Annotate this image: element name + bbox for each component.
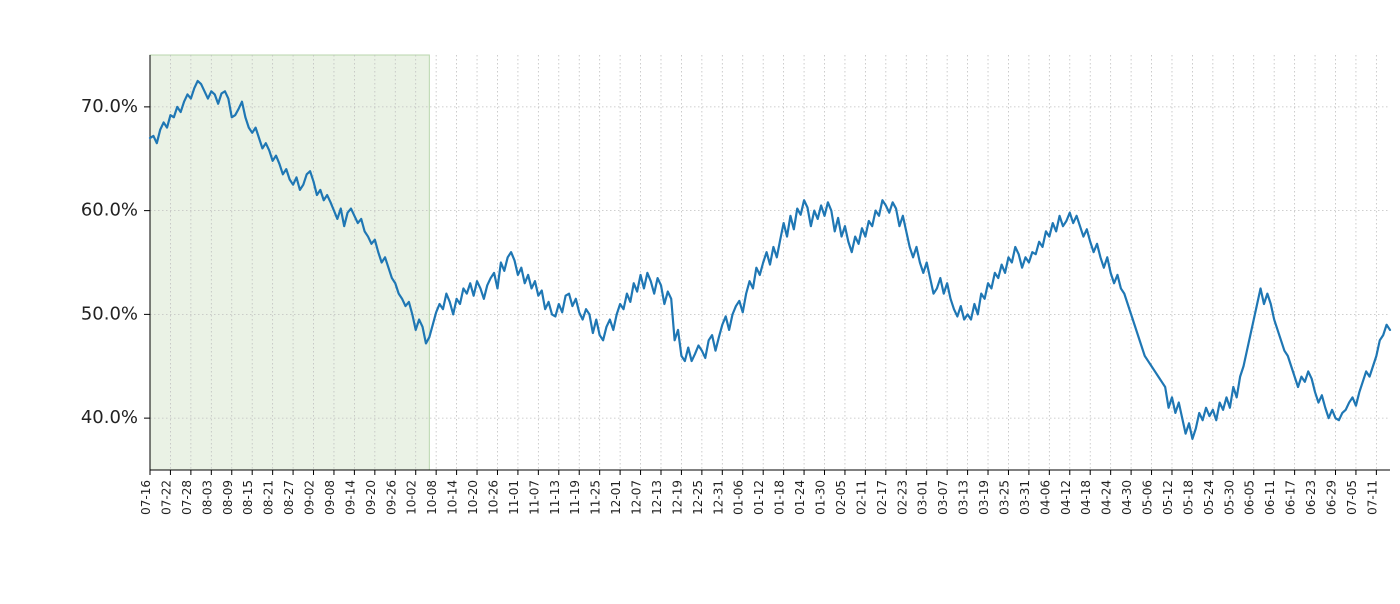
x-tick-label: 02-23	[895, 480, 909, 515]
x-tick-label: 01-06	[732, 480, 746, 515]
x-tick-label: 06-11	[1263, 480, 1277, 515]
x-tick-label: 06-23	[1304, 480, 1318, 515]
x-tick-label: 03-19	[977, 480, 991, 515]
x-tick-label: 05-06	[1141, 480, 1155, 515]
x-tick-label: 11-25	[589, 480, 603, 515]
y-tick-label: 50.0%	[81, 303, 138, 324]
x-tick-label: 11-01	[507, 480, 521, 515]
x-tick-label: 10-02	[405, 480, 419, 515]
x-tick-label: 02-11	[854, 480, 868, 515]
x-tick-label: 12-01	[609, 480, 623, 515]
x-tick-label: 06-05	[1243, 480, 1257, 515]
x-tick-label: 04-18	[1079, 480, 1093, 515]
x-tick-label: 06-17	[1284, 480, 1298, 515]
x-tick-label: 01-18	[773, 480, 787, 515]
x-tick-label: 07-16	[139, 480, 153, 515]
x-tick-label: 08-09	[221, 480, 235, 515]
x-tick-label: 07-28	[180, 480, 194, 515]
x-tick-label: 05-24	[1202, 480, 1216, 515]
x-tick-label: 04-06	[1038, 480, 1052, 515]
x-tick-label: 03-01	[916, 480, 930, 515]
x-tick-label: 07-22	[159, 480, 173, 515]
x-tick-label: 05-30	[1222, 480, 1236, 515]
y-tick-label: 60.0%	[81, 200, 138, 221]
x-tick-label: 07-05	[1345, 480, 1359, 515]
x-tick-label: 04-24	[1100, 480, 1114, 515]
x-tick-label: 04-12	[1059, 480, 1073, 515]
x-tick-label: 01-12	[752, 480, 766, 515]
x-tick-label: 10-08	[425, 480, 439, 515]
trend-chart: 40.0% 50.0% 60.0% 70.0% 07-16 07-22 07-28 08-03…	[0, 0, 1400, 600]
x-tick-label: 01-24	[793, 480, 807, 515]
x-tick-label: 11-19	[568, 480, 582, 515]
x-tick-label: 08-21	[262, 480, 276, 515]
x-tick-label: 08-15	[241, 480, 255, 515]
x-tick-label: 02-05	[834, 480, 848, 515]
x-tick-label: 09-26	[384, 480, 398, 515]
x-tick-label: 03-31	[1018, 480, 1032, 515]
x-tick-label: 10-14	[446, 480, 460, 515]
x-tick-label: 02-17	[875, 480, 889, 515]
x-tick-label: 07-11	[1365, 480, 1379, 515]
x-tick-label: 11-13	[548, 480, 562, 515]
x-tick-label: 09-20	[364, 480, 378, 515]
y-tick-label: 40.0%	[81, 407, 138, 428]
x-tick-label: 09-08	[323, 480, 337, 515]
x-tick-label: 01-30	[814, 480, 828, 515]
x-tick-label: 09-02	[303, 480, 317, 515]
x-tick-label: 05-12	[1161, 480, 1175, 515]
x-tick-label: 06-29	[1324, 480, 1338, 515]
x-tick-label: 12-31	[711, 480, 725, 515]
x-tick-label: 12-13	[650, 480, 664, 515]
x-tick-label: 05-18	[1181, 480, 1195, 515]
x-tick-label: 08-27	[282, 480, 296, 515]
x-tick-label: 12-25	[691, 480, 705, 515]
x-tick-label: 09-14	[343, 480, 357, 515]
y-tick-label: 70.0%	[81, 96, 138, 117]
chart-svg: 40.0% 50.0% 60.0% 70.0% 07-16 07-22 07-28 08-03…	[0, 0, 1400, 600]
x-tick-label: 12-19	[670, 480, 684, 515]
x-tick-label: 10-26	[486, 480, 500, 515]
x-tick-label: 04-30	[1120, 480, 1134, 515]
x-tick-label: 10-20	[466, 480, 480, 515]
x-tick-label: 11-07	[527, 480, 541, 515]
x-tick-label: 03-07	[936, 480, 950, 515]
x-tick-label: 03-13	[957, 480, 971, 515]
x-tick-label: 03-25	[997, 480, 1011, 515]
x-tick-label: 12-07	[630, 480, 644, 515]
x-tick-label: 08-03	[200, 480, 214, 515]
